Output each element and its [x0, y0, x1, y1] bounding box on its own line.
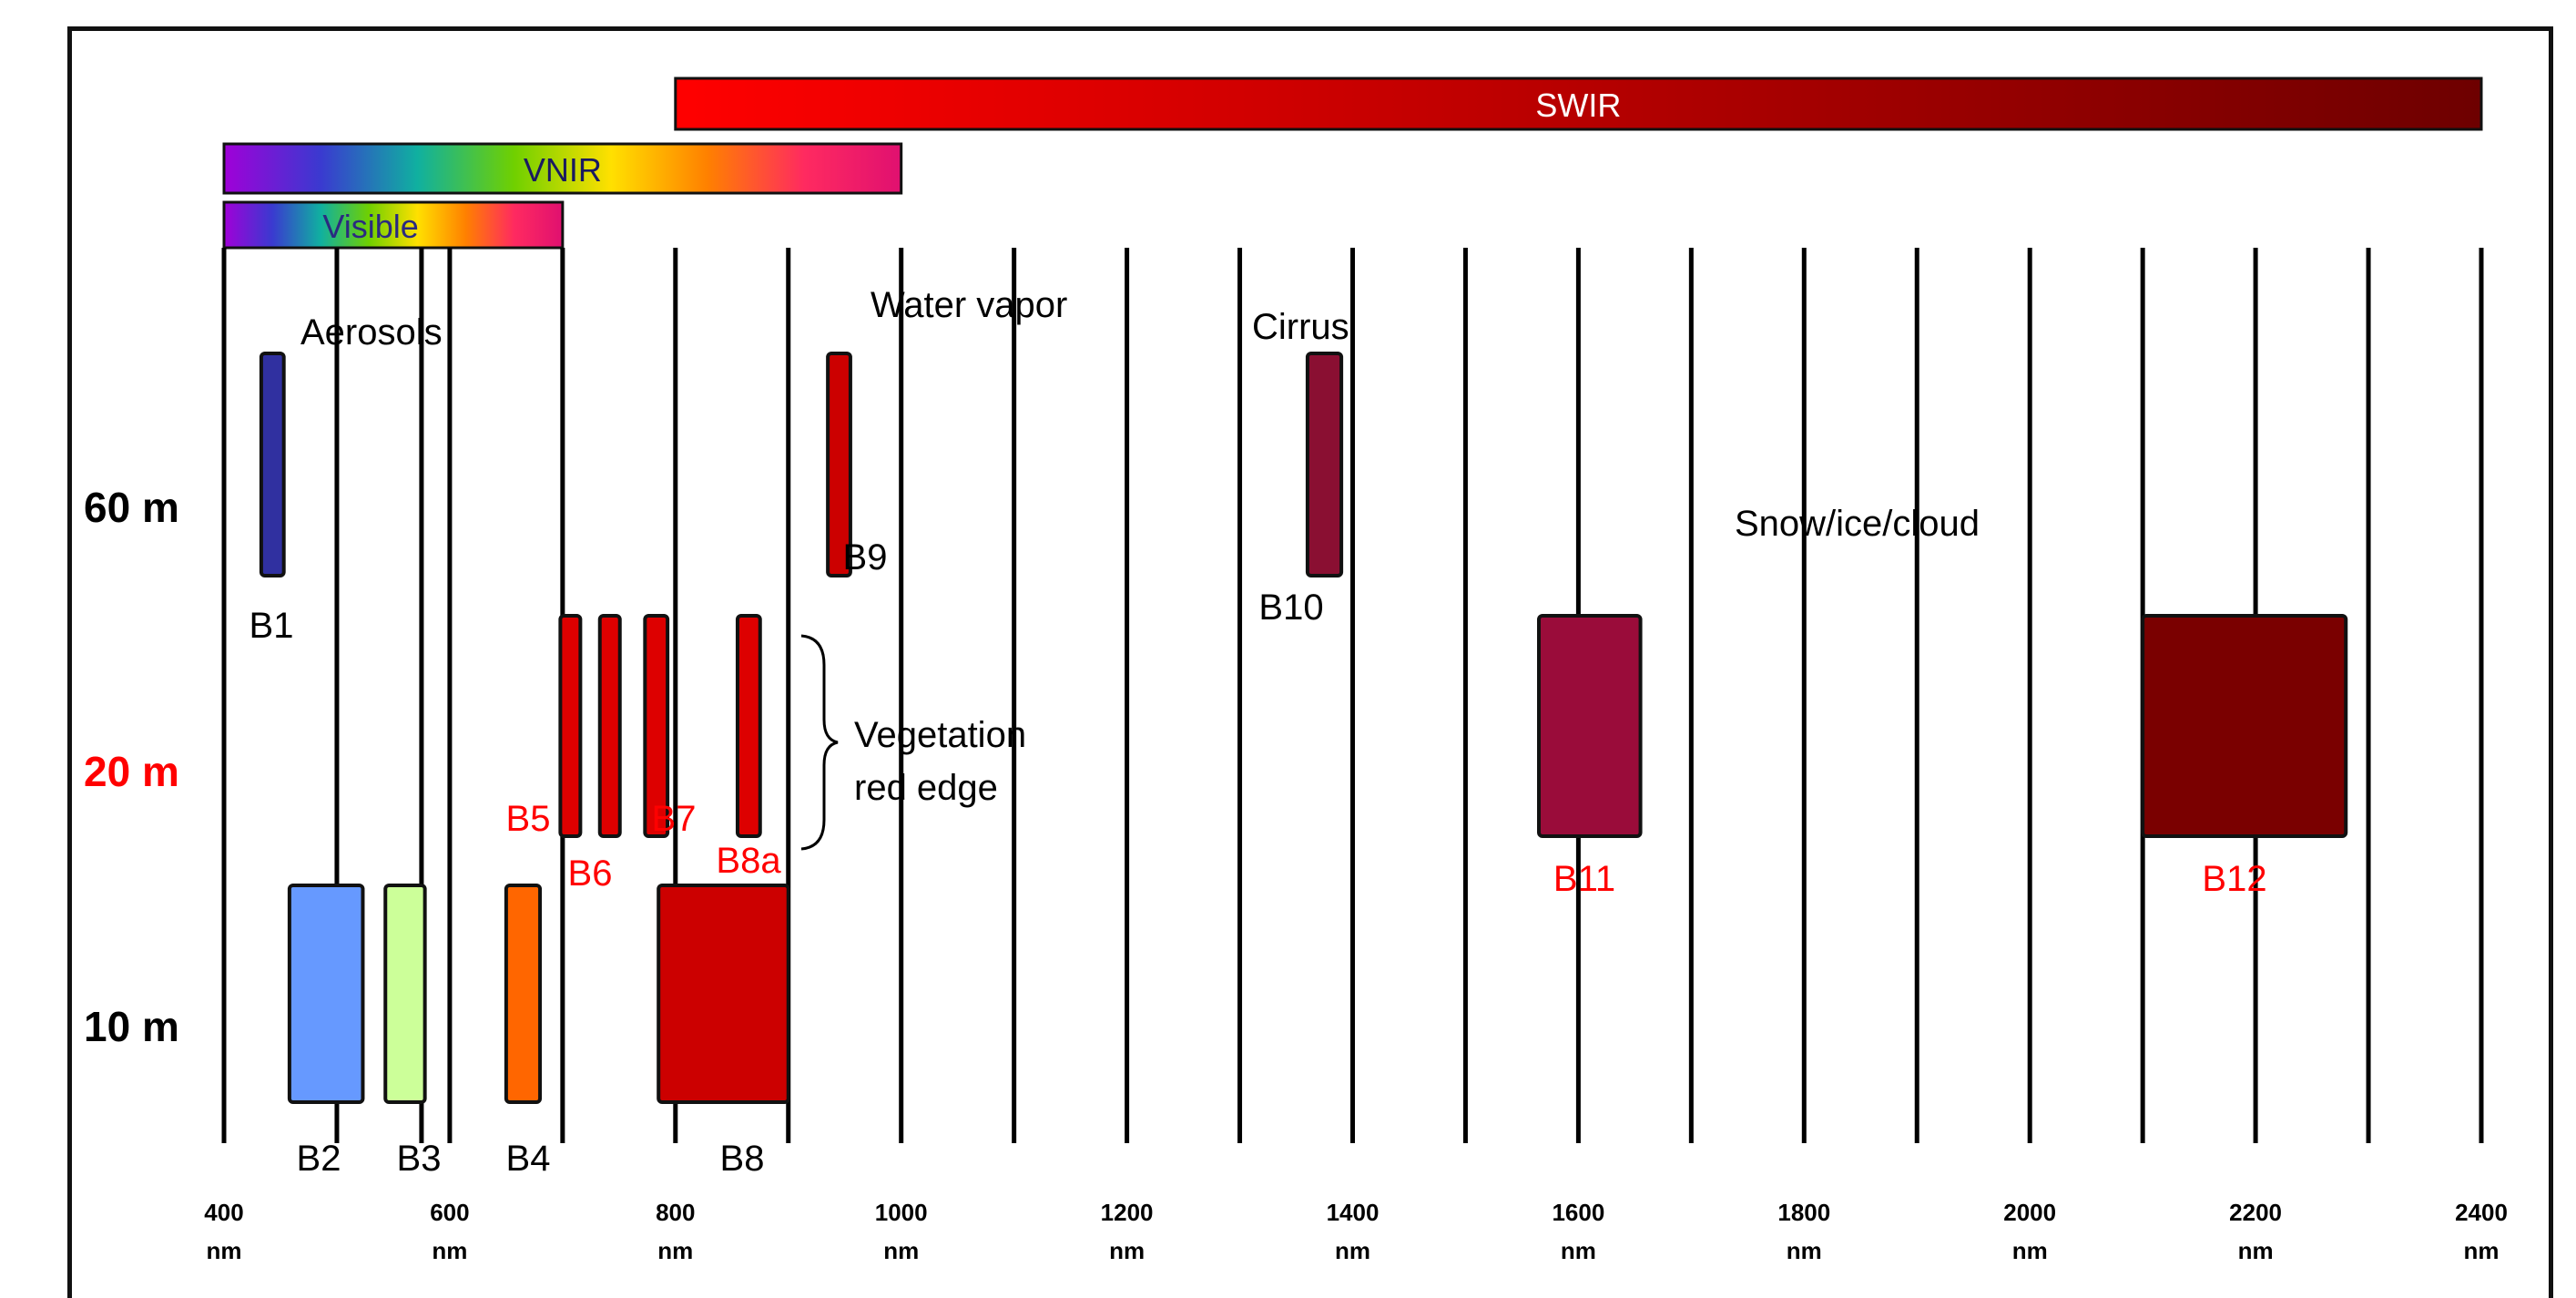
annotation-cirrus: Cirrus: [1252, 307, 1349, 347]
x-tick-label-2000: 2000: [2003, 1199, 2056, 1226]
x-tick-unit-1600: nm: [1561, 1237, 1596, 1264]
region-bar-visible: [222, 200, 565, 250]
band-label-b10: B10: [1258, 588, 1323, 628]
x-tick-unit-400: nm: [207, 1237, 242, 1264]
band-bar-b7: [643, 614, 670, 838]
x-tick-unit-1200: nm: [1109, 1237, 1145, 1264]
x-tick-unit-1000: nm: [883, 1237, 919, 1264]
band-bar-b11: [1537, 614, 1643, 838]
band-label-b6: B6: [568, 853, 613, 894]
band-label-b9: B9: [843, 537, 888, 577]
x-tick-label-1600: 1600: [1552, 1199, 1604, 1226]
resolution-label-60m: 60 m: [84, 484, 179, 531]
x-tick-label-1400: 1400: [1327, 1199, 1380, 1226]
band-bar-b2: [287, 884, 365, 1104]
annotation-vegetation: Vegetation: [854, 715, 1026, 755]
annotation-aerosols: Aerosols: [300, 312, 443, 353]
x-tick-unit-600: nm: [432, 1237, 467, 1264]
band-label-b3: B3: [397, 1139, 442, 1179]
region-label-swir: SWIR: [1535, 87, 1621, 124]
band-bar-b8a: [735, 614, 762, 838]
x-tick-label-800: 800: [656, 1199, 695, 1226]
region-label-visible: Visible: [322, 208, 418, 245]
band-bar-b5: [558, 614, 583, 838]
x-tick-unit-2200: nm: [2238, 1237, 2274, 1264]
band-bar-b1: [259, 352, 286, 577]
annotation-water-vapor: Water vapor: [871, 285, 1067, 325]
band-labels: B1 B9 B10 B5 B6 B7 B8a B11 B12 B2 B3 B4 B8: [249, 537, 2267, 1179]
x-tick-label-400: 400: [204, 1199, 243, 1226]
x-tick-label-1800: 1800: [1777, 1199, 1830, 1226]
band-label-b5: B5: [506, 799, 551, 839]
band-label-b11: B11: [1553, 859, 1615, 899]
chart-frame: [67, 26, 2553, 1298]
resolution-label-10m: 10 m: [84, 1003, 179, 1050]
x-tick-label-2200: 2200: [2229, 1199, 2282, 1226]
x-tick-unit-1400: nm: [1335, 1237, 1370, 1264]
band-label-b1: B1: [249, 606, 294, 646]
band-label-b7: B7: [652, 799, 697, 839]
region-bar-vnir: [222, 142, 903, 195]
x-tick-label-600: 600: [430, 1199, 469, 1226]
x-tick-unit-2000: nm: [2012, 1237, 2048, 1264]
resolution-label-20m: 20 m: [84, 748, 179, 795]
x-tick-labels: 400 nm 600 nm 800 nm 1000 nm 1200 nm 1400 nm 1600 nm 1…: [204, 1199, 2508, 1264]
region-bar-swir: [674, 77, 2483, 131]
region-label-vnir: VNIR: [524, 151, 602, 189]
annotation-red-edge: red edge: [854, 768, 998, 808]
band-label-b4: B4: [506, 1139, 551, 1179]
x-tick-label-1000: 1000: [875, 1199, 928, 1226]
x-tick-unit-800: nm: [657, 1237, 693, 1264]
red-edge-brace: [800, 634, 839, 851]
x-tick-label-1200: 1200: [1101, 1199, 1154, 1226]
band-bar-b6: [597, 614, 622, 838]
band-bar-b9: [826, 352, 852, 577]
annotation-snow-ice-cloud: Snow/ice/cloud: [1735, 504, 1980, 544]
spectral-regions: SWIR VNIR Visible: [222, 77, 2483, 250]
band-label-b8: B8: [720, 1139, 765, 1179]
x-tick-unit-2400: nm: [2464, 1237, 2500, 1264]
band-bar-b12: [2141, 614, 2348, 838]
band-bar-b8: [657, 884, 790, 1104]
band-bar-b4: [504, 884, 543, 1104]
band-bar-b10: [1305, 352, 1344, 577]
annotations: Aerosols Water vapor Cirrus Snow/ice/cloud V…: [300, 285, 1980, 851]
band-bar-b3: [383, 884, 427, 1104]
band-label-b12: B12: [2202, 859, 2266, 899]
band-label-b8a: B8a: [716, 841, 781, 881]
bands: [259, 352, 2348, 1104]
x-tick-unit-1800: nm: [1787, 1237, 1822, 1264]
x-tick-label-2400: 2400: [2455, 1199, 2508, 1226]
band-label-b2: B2: [297, 1139, 341, 1179]
